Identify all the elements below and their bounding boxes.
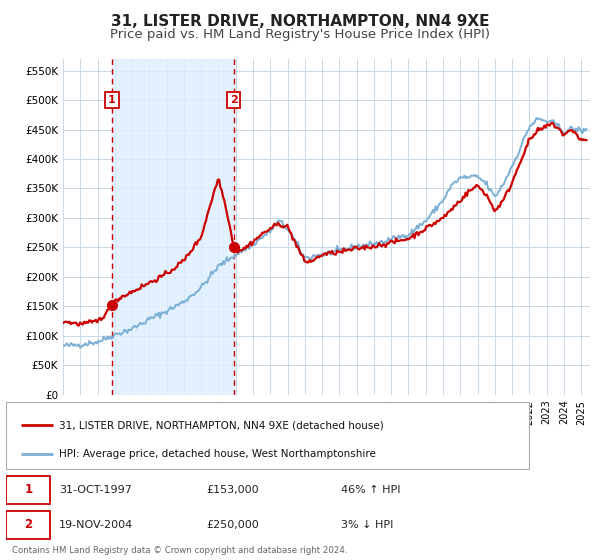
FancyBboxPatch shape [6, 402, 529, 469]
Bar [112, 59, 234, 395]
Text: 31, LISTER DRIVE, NORTHAMPTON, NN4 9XE: 31, LISTER DRIVE, NORTHAMPTON, NN4 9XE [111, 14, 489, 29]
Text: HPI: Average price, detached house, West Northamptonshire: HPI: Average price, detached house, West… [59, 449, 376, 459]
Text: 1: 1 [108, 95, 116, 105]
Text: 46% ↑ HPI: 46% ↑ HPI [341, 485, 401, 495]
Text: 3% ↓ HPI: 3% ↓ HPI [341, 520, 394, 530]
Text: Contains HM Land Registry data © Crown copyright and database right 2024.: Contains HM Land Registry data © Crown c… [12, 547, 347, 556]
Text: £153,000: £153,000 [206, 485, 259, 495]
Text: 2: 2 [24, 519, 32, 531]
Text: 2: 2 [230, 95, 238, 105]
Text: 1: 1 [24, 483, 32, 496]
Text: 19-NOV-2004: 19-NOV-2004 [59, 520, 133, 530]
Text: 31, LISTER DRIVE, NORTHAMPTON, NN4 9XE (detached house): 31, LISTER DRIVE, NORTHAMPTON, NN4 9XE (… [59, 420, 383, 430]
Text: 31-OCT-1997: 31-OCT-1997 [59, 485, 132, 495]
Text: Price paid vs. HM Land Registry's House Price Index (HPI): Price paid vs. HM Land Registry's House … [110, 28, 490, 41]
FancyBboxPatch shape [6, 476, 50, 504]
Text: £250,000: £250,000 [206, 520, 259, 530]
FancyBboxPatch shape [6, 511, 50, 539]
